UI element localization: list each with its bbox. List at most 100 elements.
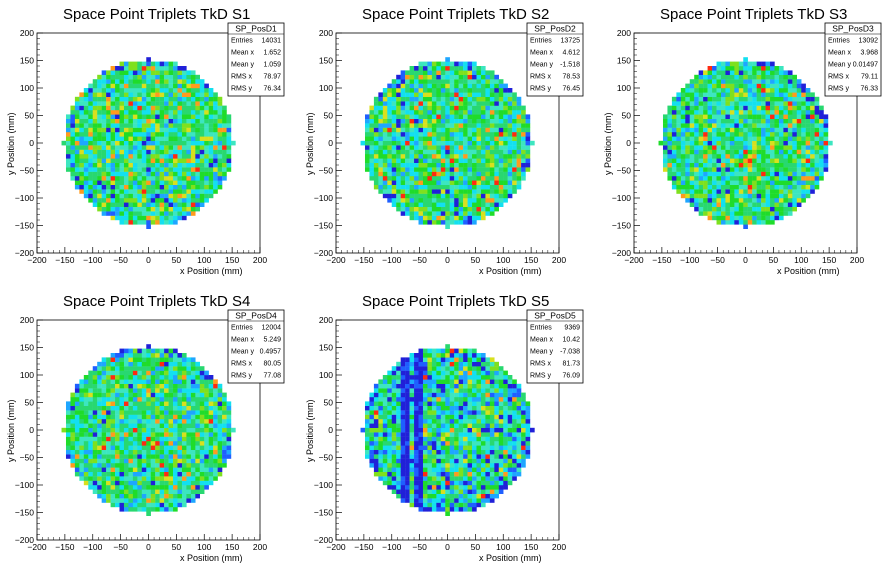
heatmap-cell — [792, 145, 797, 150]
heatmap-cell — [467, 206, 473, 212]
heatmap-cell — [119, 105, 125, 111]
heatmap-cell — [186, 171, 192, 177]
heatmap-cell — [88, 171, 93, 177]
heatmap-cell — [137, 202, 143, 207]
heatmap-cell — [747, 198, 753, 203]
heatmap-cell — [422, 167, 428, 172]
heatmap-cell — [128, 83, 134, 89]
heatmap-cell — [770, 184, 775, 190]
heatmap-cell — [667, 145, 673, 150]
heatmap-cell — [418, 149, 424, 155]
heatmap-cell — [141, 489, 147, 494]
heatmap-cell — [689, 176, 695, 181]
heatmap-cell — [146, 388, 151, 393]
heatmap-cell — [801, 105, 806, 111]
heatmap-cell — [106, 96, 111, 102]
heatmap-cell — [698, 79, 704, 84]
heatmap-cell — [92, 401, 98, 406]
heatmap-cell — [747, 167, 753, 172]
heatmap-cell — [115, 489, 120, 494]
heatmap-cell — [743, 118, 748, 124]
heatmap-cell — [720, 158, 726, 163]
heatmap-cell — [110, 215, 116, 221]
heatmap-cell — [150, 220, 156, 225]
heatmap-cell — [716, 132, 722, 137]
heatmap-cell — [409, 215, 415, 221]
heatmap-cell — [195, 458, 200, 464]
heatmap-cell — [74, 463, 80, 468]
heatmap-cell — [454, 61, 459, 67]
heatmap-cell — [141, 83, 147, 89]
x-tick-label: −100 — [83, 542, 102, 552]
heatmap-cell — [489, 176, 495, 181]
heatmap-cell — [396, 92, 401, 97]
heatmap-cell — [159, 379, 165, 384]
heatmap-cell — [449, 127, 455, 133]
heatmap-cell — [208, 414, 214, 420]
heatmap-cell — [181, 74, 187, 80]
heatmap-cell — [787, 198, 793, 203]
heatmap-cell — [792, 154, 797, 159]
heatmap-cell — [369, 114, 375, 119]
heatmap-cell — [132, 149, 138, 155]
heatmap-cell — [97, 436, 102, 442]
heatmap-cell — [716, 96, 722, 102]
heatmap-cell — [454, 211, 459, 216]
heatmap-cell — [440, 96, 446, 102]
heatmap-cell — [774, 79, 780, 84]
heatmap-cell — [137, 145, 143, 150]
heatmap-cell — [83, 158, 89, 163]
heatmap-cell — [458, 149, 464, 155]
heatmap-cell — [743, 215, 748, 221]
heatmap-cell — [177, 467, 183, 472]
heatmap-cell — [783, 167, 789, 172]
y-tick-label: −200 — [612, 248, 631, 258]
heatmap-cell — [79, 379, 85, 384]
heatmap-cell — [440, 123, 446, 128]
heatmap-cell — [414, 176, 419, 181]
heatmap-cell — [738, 136, 744, 141]
heatmap-cell — [752, 136, 757, 141]
heatmap-cell — [463, 105, 468, 111]
heatmap-cell — [512, 123, 517, 128]
heatmap-cell — [436, 189, 442, 194]
x-tick-label: 200 — [253, 542, 267, 552]
heatmap-cell — [774, 149, 780, 155]
stats-value: 78.53 — [562, 74, 580, 81]
heatmap-cell — [810, 167, 815, 172]
heatmap-cell — [373, 105, 379, 111]
heatmap-cell — [698, 180, 704, 185]
heatmap-cell — [155, 454, 160, 459]
heatmap-cell — [458, 114, 464, 119]
heatmap-cell — [734, 127, 740, 133]
heatmap-cell — [752, 92, 757, 97]
heatmap-cell — [680, 92, 686, 97]
heatmap-cell — [458, 123, 464, 128]
heatmap-cell — [146, 136, 151, 141]
heatmap-cell — [115, 441, 120, 446]
heatmap-cell — [743, 154, 748, 159]
heatmap-cell — [805, 101, 811, 106]
heatmap-cell — [150, 70, 156, 75]
heatmap-cell — [146, 154, 151, 159]
heatmap-cell — [83, 118, 89, 124]
heatmap-cell — [146, 401, 151, 406]
heatmap-cell — [698, 171, 704, 177]
heatmap-cell — [141, 401, 147, 406]
heatmap-cell — [409, 101, 415, 106]
heatmap-cell — [725, 180, 731, 185]
heatmap-cell — [778, 145, 784, 150]
heatmap-cell — [199, 96, 205, 102]
heatmap-cell — [97, 92, 102, 97]
heatmap-cell — [226, 441, 232, 446]
heatmap-cell — [360, 140, 366, 146]
heatmap-cell — [796, 105, 802, 111]
heatmap-cell — [716, 101, 722, 106]
heatmap-cell — [150, 361, 156, 367]
heatmap-cell — [110, 463, 116, 468]
heatmap-cell — [173, 445, 178, 450]
heatmap-cell — [752, 202, 757, 207]
heatmap-cell — [436, 167, 442, 172]
heatmap-cell — [195, 154, 200, 159]
heatmap-cell — [418, 206, 424, 212]
